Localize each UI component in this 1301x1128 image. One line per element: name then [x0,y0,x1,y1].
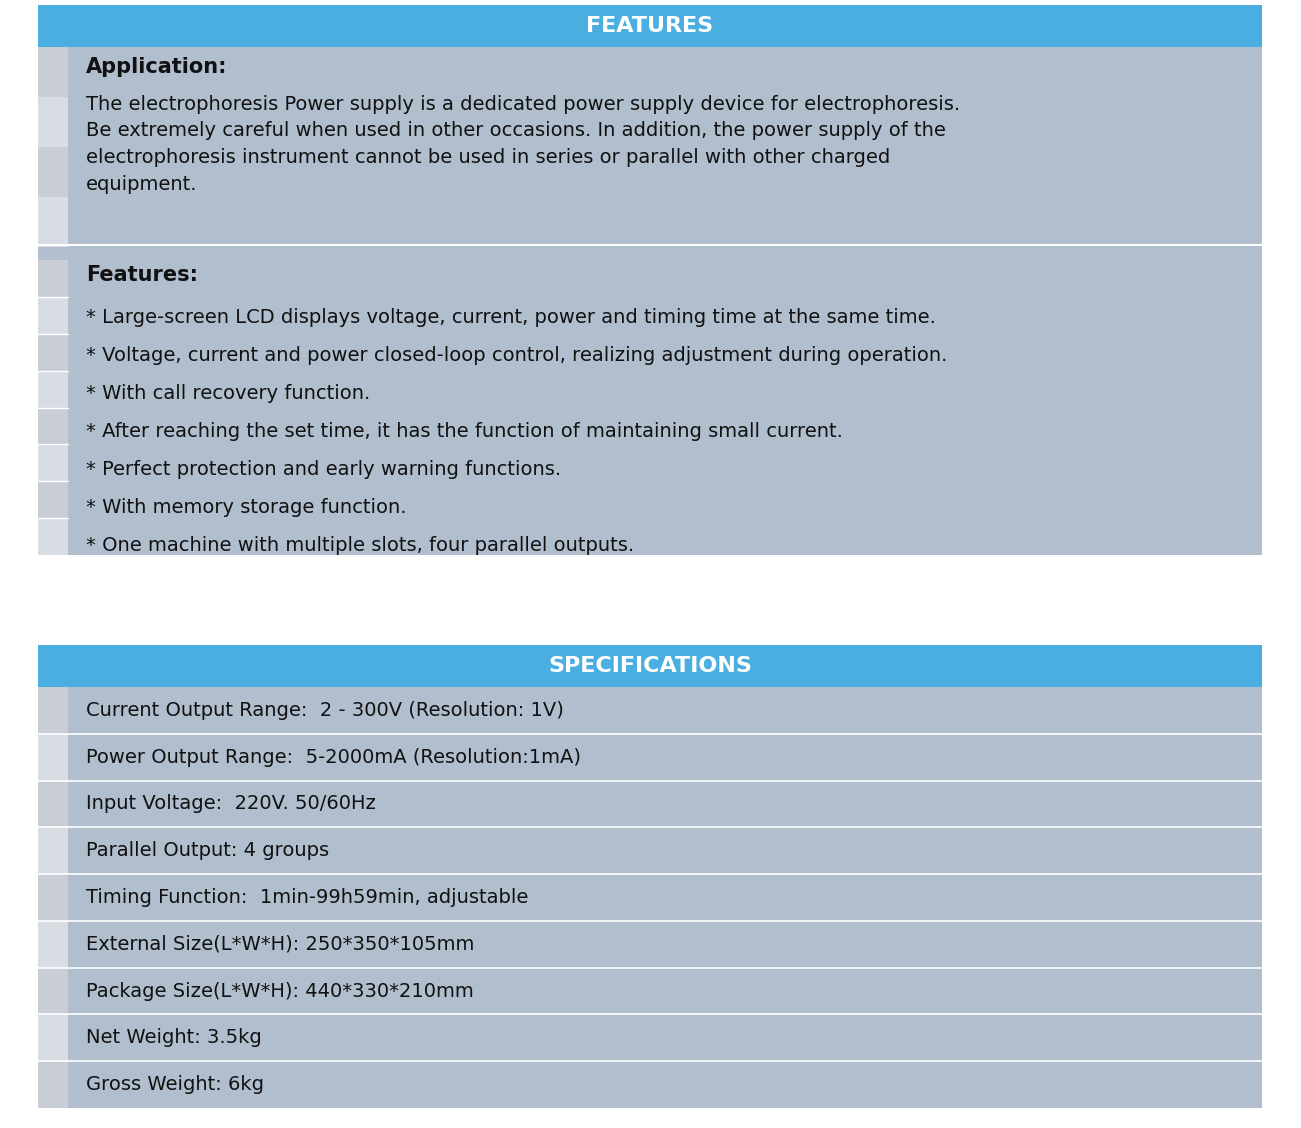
Text: * Perfect protection and early warning functions.: * Perfect protection and early warning f… [86,460,561,479]
Bar [38,968,68,1014]
Text: * With memory storage function.: * With memory storage function. [86,497,406,517]
Bar [38,334,68,371]
Bar [38,874,68,920]
Bar [38,5,1262,47]
Text: The electrophoresis Power supply is a dedicated power supply device for electrop: The electrophoresis Power supply is a de… [86,95,960,194]
Text: * One machine with multiple slots, four parallel outputs.: * One machine with multiple slots, four … [86,536,634,555]
Bar [38,687,68,734]
Bar [38,734,68,781]
Text: Package Size(L*W*H): 440*330*210mm: Package Size(L*W*H): 440*330*210mm [86,981,474,1001]
Bar [38,1061,68,1108]
Text: Input Voltage:  220V. 50/60Hz: Input Voltage: 220V. 50/60Hz [86,794,376,813]
Bar [38,297,68,334]
Text: * With call recovery function.: * With call recovery function. [86,384,371,403]
Bar [38,482,68,518]
Text: Application:: Application: [86,58,228,77]
Text: Gross Weight: 6kg: Gross Weight: 6kg [86,1075,264,1094]
Bar [38,920,68,968]
Bar [38,147,68,197]
Text: FEATURES: FEATURES [587,16,713,36]
Text: Current Output Range:  2 - 300V (Resolution: 1V): Current Output Range: 2 - 300V (Resoluti… [86,700,563,720]
Bar [38,47,1262,555]
Text: SPECIFICATIONS: SPECIFICATIONS [548,656,752,676]
Bar [38,197,68,247]
Text: Net Weight: 3.5kg: Net Weight: 3.5kg [86,1029,262,1047]
Text: * Large-screen LCD displays voltage, current, power and timing time at the same : * Large-screen LCD displays voltage, cur… [86,308,935,327]
Text: External Size(L*W*H): 250*350*105mm: External Size(L*W*H): 250*350*105mm [86,935,475,954]
Text: * After reaching the set time, it has the function of maintaining small current.: * After reaching the set time, it has th… [86,422,843,441]
Text: Parallel Output: 4 groups: Parallel Output: 4 groups [86,841,329,861]
Bar [38,518,68,555]
Bar [38,1014,68,1061]
Text: * Voltage, current and power closed-loop control, realizing adjustment during op: * Voltage, current and power closed-loop… [86,346,947,365]
Bar [38,645,1262,687]
Bar [38,827,68,874]
Bar [38,47,68,97]
Bar [38,687,1262,1108]
Bar [38,97,68,147]
Text: Power Output Range:  5-2000mA (Resolution:1mA): Power Output Range: 5-2000mA (Resolution… [86,748,582,767]
Bar [38,371,68,407]
Bar [38,407,68,444]
Text: Timing Function:  1min-99h59min, adjustable: Timing Function: 1min-99h59min, adjustab… [86,888,528,907]
Bar [38,444,68,482]
Bar [38,259,68,297]
Text: Features:: Features: [86,265,198,285]
Bar [38,781,68,827]
